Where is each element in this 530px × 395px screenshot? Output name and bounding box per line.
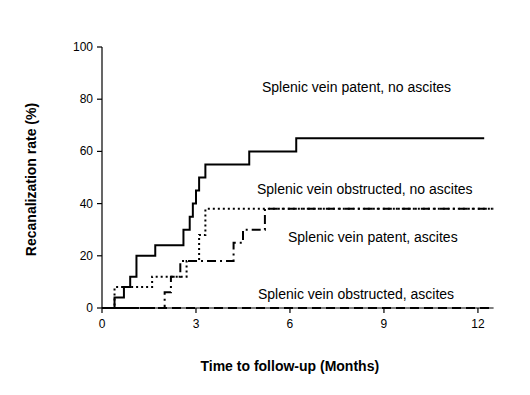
y-tick (97, 46, 102, 47)
series-label: Splenic vein obstructed, no ascites (257, 181, 473, 197)
x-tick (195, 308, 196, 313)
x-tick-label: 6 (287, 317, 294, 331)
series-label: Splenic vein patent, no ascites (262, 79, 451, 95)
y-tick-label: 80 (80, 92, 94, 106)
x-tick-label: 9 (381, 317, 388, 331)
y-tick (97, 203, 102, 204)
km-curve (102, 209, 494, 308)
y-axis (101, 47, 102, 308)
y-tick (97, 307, 102, 308)
series-label: Splenic vein patent, ascites (288, 229, 458, 245)
x-tick (477, 308, 478, 313)
y-tick (97, 99, 102, 100)
y-axis-label: Recanalization rate (%) (23, 103, 39, 256)
x-axis-label: Time to follow-up (Months) (200, 358, 379, 374)
y-tick-label: 20 (80, 249, 94, 263)
y-tick-label: 60 (80, 144, 94, 158)
y-tick-label: 100 (73, 40, 93, 54)
km-curve (102, 209, 494, 308)
x-tick-label: 3 (193, 317, 200, 331)
y-tick (97, 151, 102, 152)
series-label: Splenic vein obstructed, ascites (258, 286, 454, 302)
km-curve (102, 138, 484, 308)
y-tick-label: 40 (80, 197, 94, 211)
y-tick-label: 0 (86, 301, 93, 315)
y-tick (97, 255, 102, 256)
plot-area (102, 138, 494, 308)
x-axis (102, 307, 494, 308)
km-curve (102, 307, 494, 309)
x-tick-label: 12 (471, 317, 485, 331)
x-tick-label: 0 (99, 317, 106, 331)
chart: 0 20 40 60 80 100 0 3 6 9 12 Time to follow-up (Mon… (0, 0, 530, 395)
